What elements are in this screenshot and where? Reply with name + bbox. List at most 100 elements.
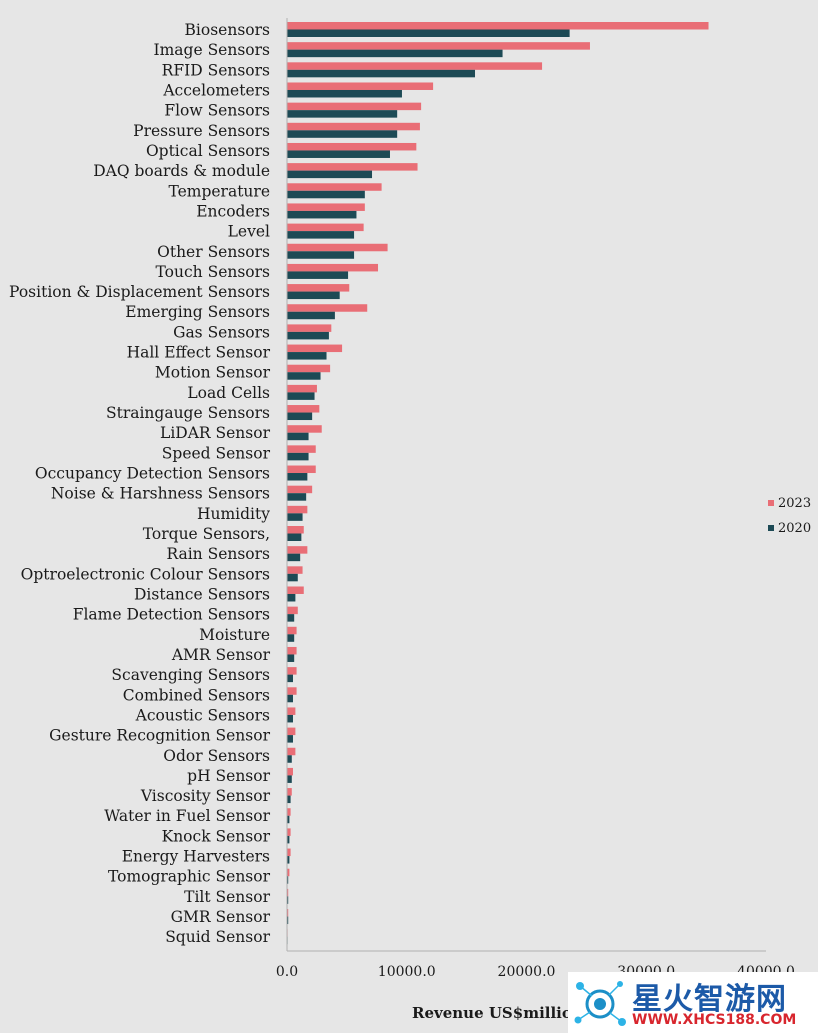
bar-2023 (287, 828, 291, 836)
bar-2020 (287, 553, 301, 562)
bar-2023 (287, 82, 434, 90)
category-label: Emerging Sensors (125, 303, 270, 321)
category-label: Scavenging Sensors (111, 666, 270, 684)
category-labels: Biosensors Image Sensors RFID Sensors Accel… (9, 21, 271, 946)
bar-2023 (287, 122, 420, 131)
bar-2023 (287, 767, 293, 776)
bar-2020 (287, 815, 290, 824)
bar-2023 (287, 405, 320, 413)
bar-2020 (287, 835, 290, 844)
bars-layer (287, 22, 709, 945)
bar-2020 (287, 452, 309, 461)
category-label: Biosensors (185, 21, 270, 39)
bar-2023 (287, 102, 422, 111)
category-label: DAQ boards & module (93, 162, 270, 180)
bar-2020 (287, 533, 302, 541)
bar-2023 (287, 344, 343, 353)
bar-2020 (287, 170, 373, 179)
category-label: Position & Displacement Sensors (9, 283, 270, 301)
category-label: RFID Sensors (162, 61, 270, 79)
category-label: Hall Effect Sensor (127, 344, 271, 362)
bar-2020 (287, 513, 303, 521)
category-label: Other Sensors (157, 243, 270, 261)
bar-2023 (287, 163, 418, 171)
legend-swatch-2020 (768, 525, 774, 531)
bar-2020 (287, 755, 292, 763)
bar-2020 (287, 210, 357, 219)
bar-2023 (287, 526, 304, 534)
category-label: Motion Sensor (155, 364, 271, 382)
category-label: Humidity (197, 505, 270, 523)
legend-swatch-2023 (768, 500, 774, 506)
category-label: Rain Sensors (166, 545, 270, 563)
category-label: Flow Sensors (164, 102, 270, 120)
bar-2020 (287, 674, 293, 683)
bar-2023 (287, 485, 313, 494)
x-tick-label: 10000.0 (378, 964, 436, 980)
bar-2023 (287, 203, 365, 211)
bar-2020 (287, 896, 289, 904)
bar-2023 (287, 586, 304, 594)
x-axis-title: Revenue US$million (412, 1004, 583, 1022)
bar-2020 (287, 231, 355, 239)
category-label: Flame Detection Sensors (73, 606, 270, 624)
watermark-badge: 星火智游网 WWW.XHCS188.COM (568, 972, 818, 1033)
bar-2020 (287, 130, 398, 138)
category-label: LiDAR Sensor (160, 424, 271, 442)
bar-2020 (287, 614, 295, 622)
bar-2020 (287, 432, 309, 441)
x-tick-label: 20000.0 (498, 964, 556, 980)
category-label: Water in Fuel Sensor (104, 807, 270, 825)
bar-2020 (287, 473, 308, 481)
bar-2023 (287, 284, 350, 292)
bar-2023 (287, 324, 332, 332)
bar-2020 (287, 311, 335, 320)
bar-2023 (287, 62, 543, 70)
category-label: Load Cells (187, 384, 270, 402)
bar-2020 (287, 150, 390, 158)
bar-2020 (287, 856, 290, 864)
category-label: Knock Sensor (162, 827, 271, 845)
bar-2023 (287, 909, 289, 917)
bar-2023 (287, 304, 368, 312)
category-label: Squid Sensor (165, 928, 270, 946)
category-label: Level (228, 223, 270, 241)
bar-2020 (287, 190, 365, 199)
bar-2020 (287, 876, 289, 884)
category-label: Image Sensors (153, 41, 270, 59)
bar-2020 (287, 412, 313, 421)
bar-2020 (287, 352, 327, 360)
bar-2023 (287, 808, 291, 816)
bar-2023 (287, 606, 298, 615)
category-label: Pressure Sensors (133, 122, 270, 140)
bar-2020 (287, 493, 307, 501)
category-label: Energy Harvesters (122, 848, 270, 866)
category-label: Touch Sensors (156, 263, 271, 281)
watermark-url: WWW.XHCS188.COM (632, 1012, 797, 1028)
category-label: Temperature (168, 182, 270, 200)
category-label: Gesture Recognition Sensor (49, 727, 270, 745)
category-label: Occupancy Detection Sensors (35, 465, 270, 483)
bar-2020 (287, 795, 291, 804)
category-label: GMR Sensor (171, 908, 271, 926)
category-label: Torque Sensors, (143, 525, 270, 543)
bar-2020 (287, 69, 476, 78)
bar-2023 (287, 626, 297, 635)
category-label: Accelometers (162, 81, 270, 99)
watermark-logo-icon (574, 981, 626, 1026)
bar-2020 (287, 110, 398, 118)
bar-2020 (287, 291, 340, 300)
category-label: Optroelectronic Colour Sensors (21, 565, 270, 583)
bar-2023 (287, 747, 296, 756)
bar-2020 (287, 271, 349, 279)
bar-2023 (287, 243, 388, 252)
bar-2023 (287, 546, 308, 554)
category-label: Moisture (199, 626, 270, 644)
bar-2020 (287, 694, 293, 703)
bar-2020 (287, 654, 295, 662)
bar-2023 (287, 364, 331, 373)
category-label: pH Sensor (187, 767, 270, 785)
bar-2020 (287, 593, 296, 602)
